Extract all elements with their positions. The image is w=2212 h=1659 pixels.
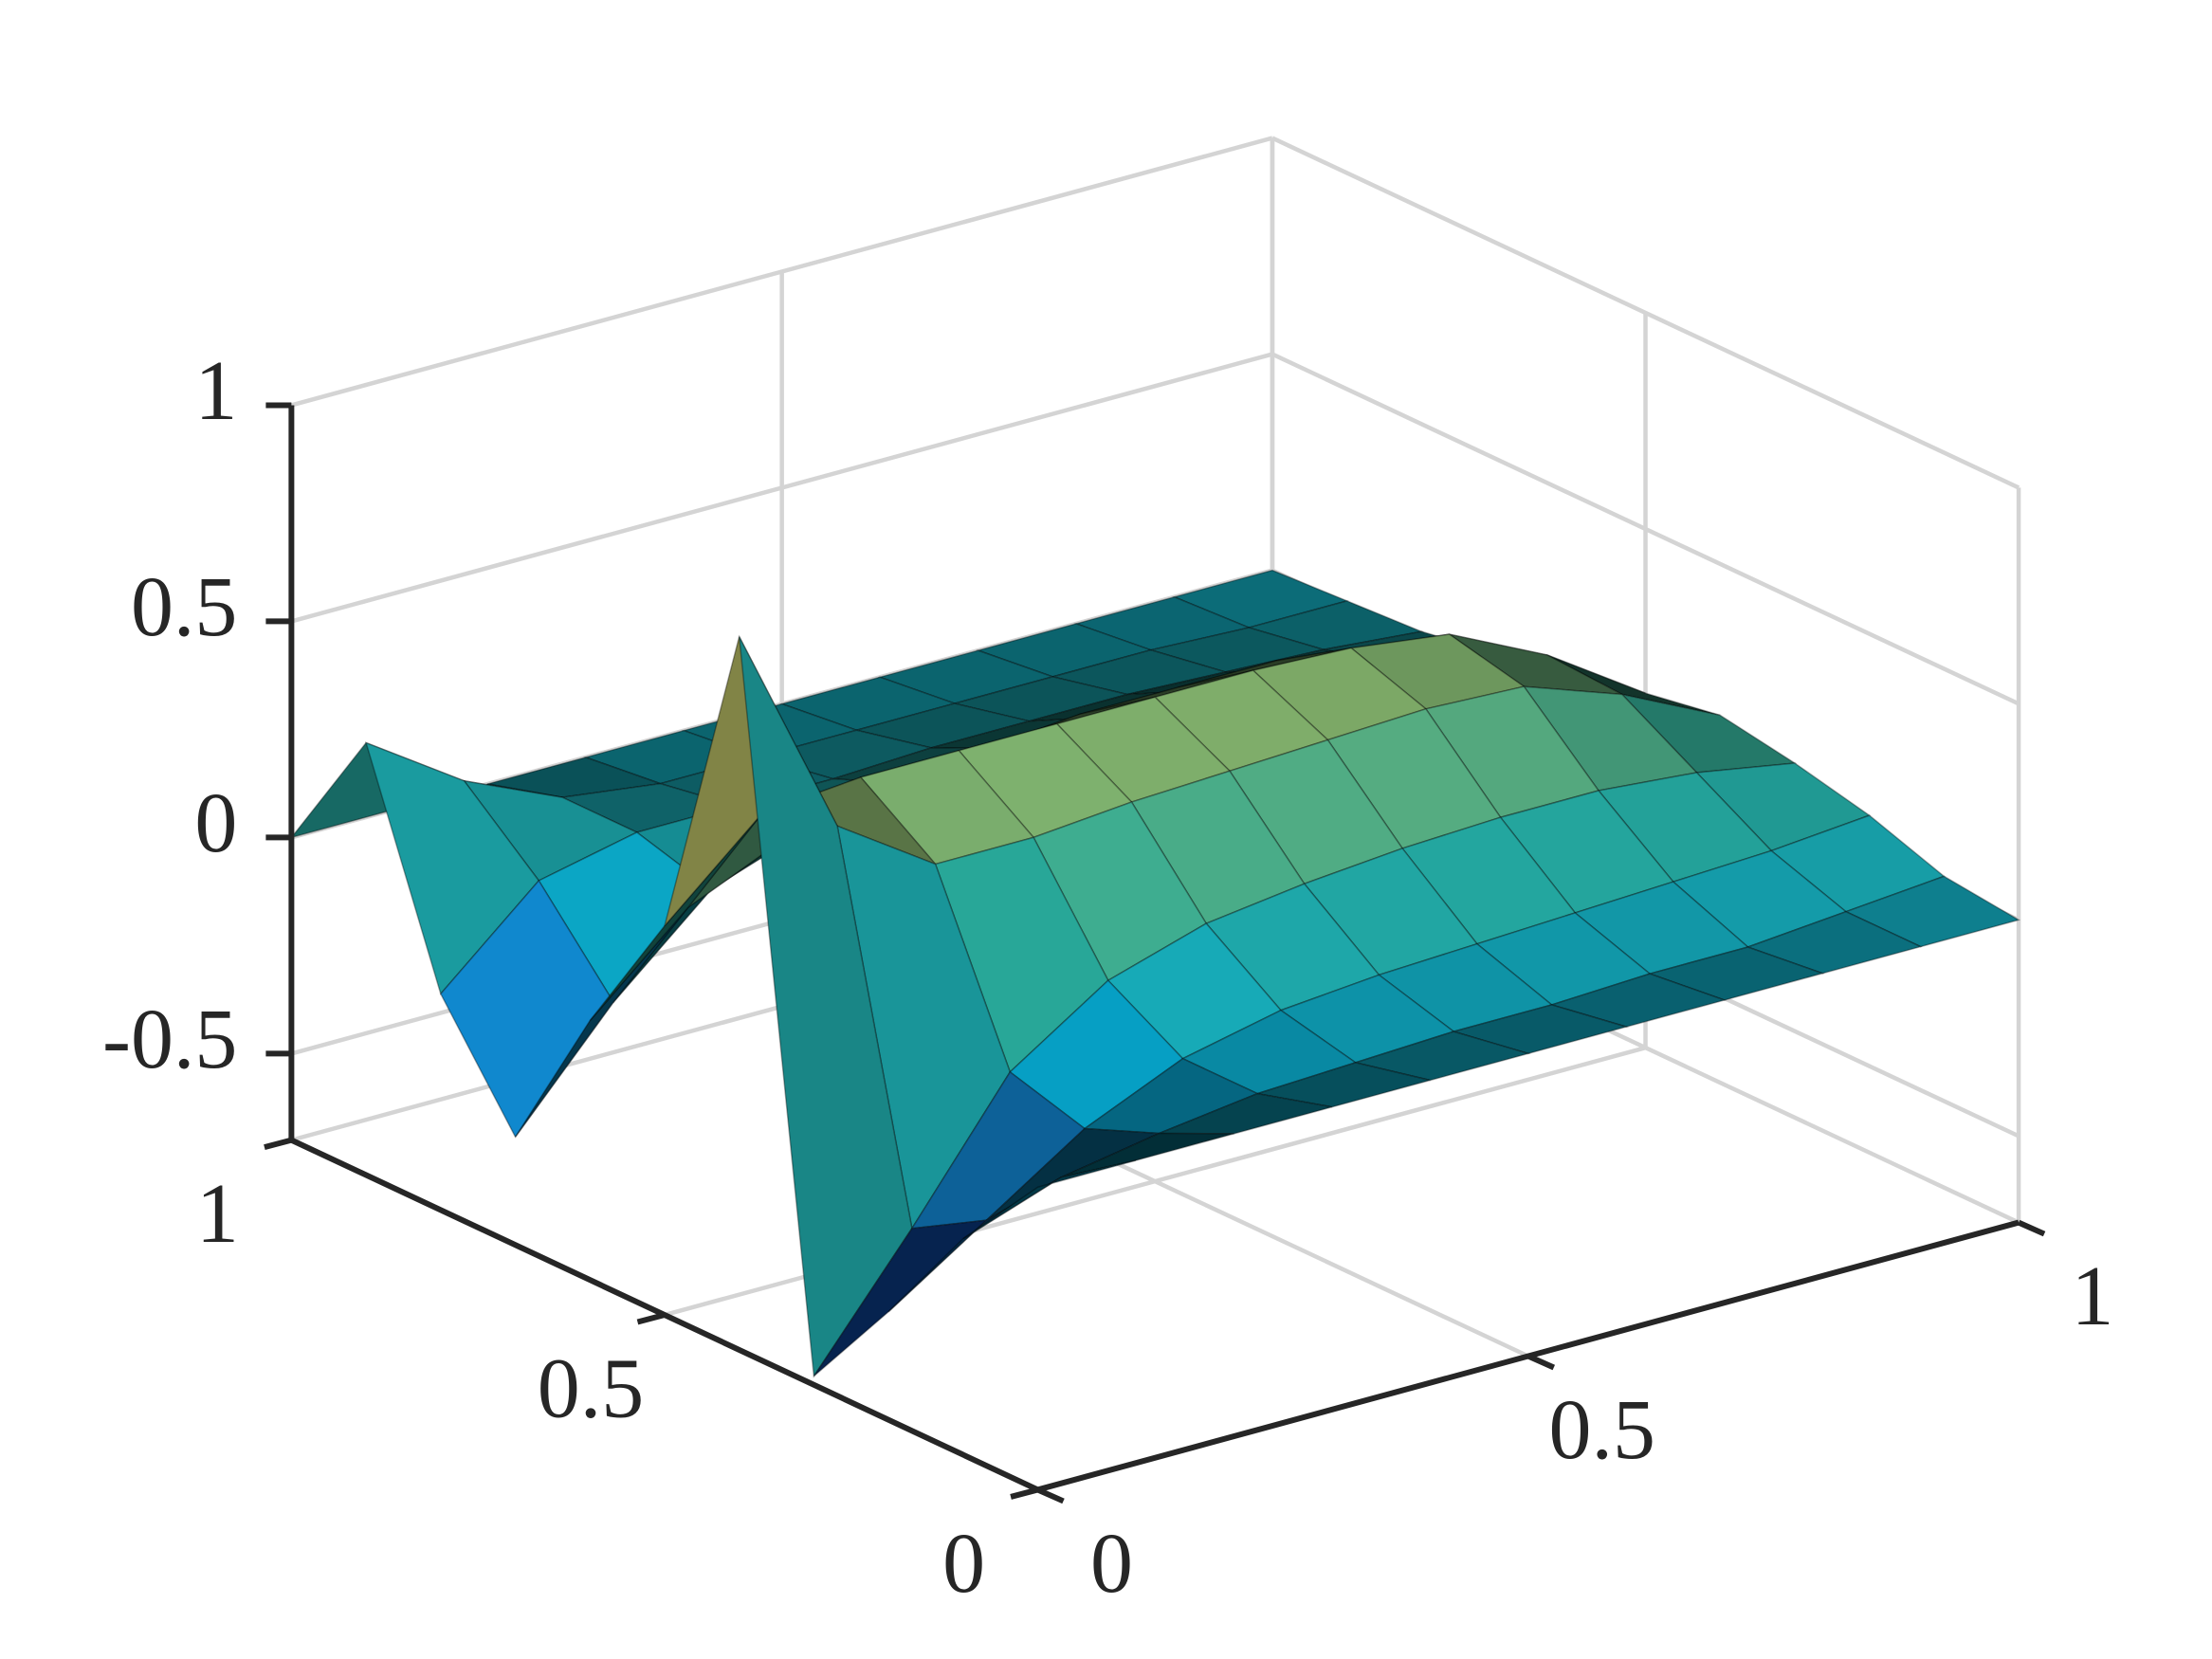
surface-patch (1451, 1004, 1630, 1055)
z-tick-label: 0.5 (131, 560, 237, 654)
z-tick-label: 0 (194, 776, 237, 870)
x-tick (1526, 1353, 1556, 1371)
x-tick-label: 1 (2072, 1249, 2114, 1343)
y-tick-label: 0 (942, 1517, 985, 1611)
x-tick (2017, 1219, 2046, 1237)
surface-patch (538, 831, 713, 1004)
z-tick-label: 1 (194, 344, 237, 438)
surface-patch (962, 1159, 1137, 1240)
surface-patch (1178, 647, 1352, 688)
surface-patch (1352, 1030, 1531, 1082)
surface-patch (1106, 922, 1283, 1060)
surface-patch (1052, 648, 1229, 696)
y-tick-label: 1 (196, 1167, 239, 1261)
surface-patch (589, 811, 763, 1022)
surface-patch (779, 676, 958, 732)
x-axis (1036, 1219, 2020, 1493)
surface-patch (1256, 1062, 1431, 1108)
y-tick (1010, 1486, 1039, 1500)
x-tick-label: 0.5 (1549, 1383, 1655, 1477)
x-tick (1036, 1486, 1065, 1504)
y-tick (264, 1137, 293, 1151)
x-tick-label: 0 (1090, 1517, 1133, 1611)
y-tick-label: 0.5 (538, 1342, 644, 1436)
surface-patch (976, 623, 1154, 678)
y-tick (636, 1312, 666, 1325)
z-tick-label: -0.5 (102, 993, 237, 1086)
surface-patch (487, 757, 661, 798)
surface-patch (1147, 627, 1326, 673)
